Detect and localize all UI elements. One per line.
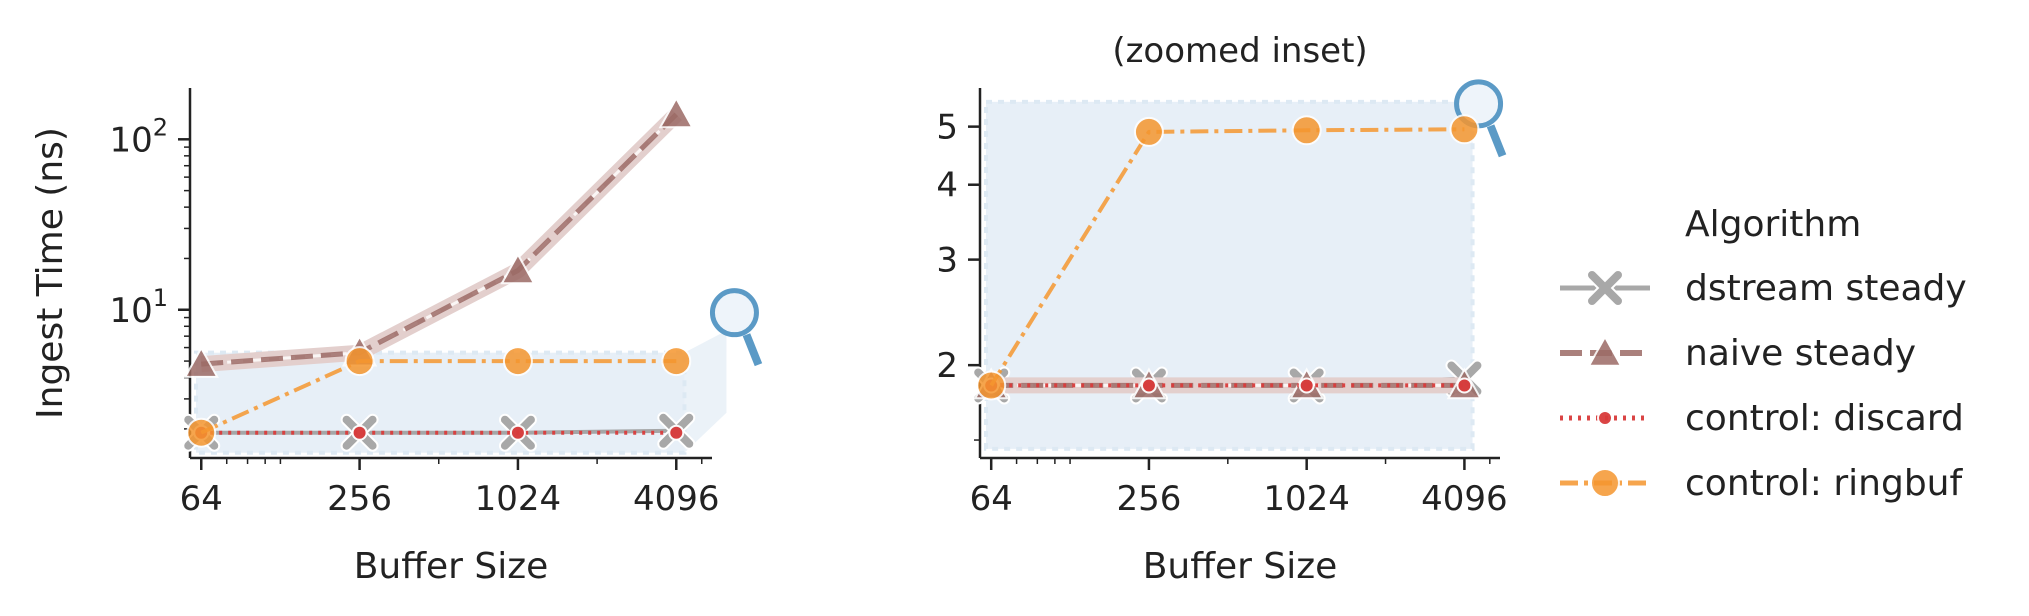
magnifier-handle <box>742 333 763 367</box>
legend-item: control: ringbuf <box>1560 463 1963 504</box>
magnifier-handle <box>1486 124 1507 158</box>
circle-marker <box>186 417 217 448</box>
legend-item: control: discard <box>1560 398 1964 439</box>
legend-label: naive steady <box>1685 333 1916 374</box>
series-naive-steady <box>183 96 694 378</box>
chart-title: (zoomed inset) <box>1112 31 1367 71</box>
x-marker-stroke <box>1588 271 1622 305</box>
series-line <box>989 127 1465 387</box>
legend-label: control: ringbuf <box>1685 463 1963 504</box>
zoom-connector <box>684 330 727 453</box>
x-tick-label: 1024 <box>1263 479 1350 519</box>
triangle-marker <box>658 96 694 129</box>
zoom-region <box>194 350 687 455</box>
magnifier-icon <box>1454 79 1507 158</box>
y-axis-label: Ingest Time (ns) <box>30 127 71 419</box>
y-tick-label: 5 <box>936 108 958 148</box>
triangle-marker <box>1587 334 1623 367</box>
legend-title: Algorithm <box>1685 204 1861 245</box>
y-tick-base: 10 <box>109 120 152 160</box>
legend-label: dstream steady <box>1685 268 1967 309</box>
y-tick-label: 102 <box>109 113 168 160</box>
y-tick-exp: 2 <box>153 113 168 141</box>
circle-marker <box>1133 116 1164 147</box>
circle-marker <box>1590 468 1620 498</box>
y-tick-label: 101 <box>109 284 168 331</box>
chart-panel-inset: 64 256 1024 4096 2 3 4 5 Buffer Size (zoomed inse… <box>936 31 1507 587</box>
y-tick-label: 2 <box>936 346 958 386</box>
x-axis-label: Buffer Size <box>1143 546 1338 587</box>
y-tick-label: 4 <box>936 166 958 206</box>
x-axis-label: Buffer Size <box>354 546 549 587</box>
circle-marker <box>502 346 533 377</box>
x-tick-label: 64 <box>180 479 223 519</box>
series-line <box>200 359 677 435</box>
circle-marker <box>661 346 692 377</box>
legend-item: dstream steady <box>1560 268 1967 309</box>
y-tick-base: 10 <box>109 291 152 331</box>
y-tick-exp: 1 <box>153 284 168 312</box>
legend-label: control: discard <box>1685 398 1964 439</box>
y-tick-label: 3 <box>936 241 958 281</box>
magnifier-lens <box>709 288 759 338</box>
x-tick-label: 256 <box>1116 479 1181 519</box>
magnifier-icon <box>709 288 763 367</box>
x-marker <box>1586 269 1624 307</box>
triangle-marker <box>183 346 219 378</box>
dot-marker <box>1597 410 1613 426</box>
legend: Algorithm dstream steady naive steady contr… <box>1560 204 1967 504</box>
series-control-ringbuf <box>186 346 692 448</box>
series-band <box>200 108 682 373</box>
x-tick-label: 4096 <box>633 479 720 519</box>
series-line <box>201 428 677 435</box>
dot-marker <box>509 424 526 441</box>
triangle-marker <box>500 252 536 285</box>
x-tick-label: 256 <box>327 479 392 519</box>
x-tick-label: 64 <box>970 479 1013 519</box>
x-tick-label: 1024 <box>475 479 562 519</box>
circle-marker <box>1291 115 1322 146</box>
circle-marker <box>344 346 375 377</box>
series-line <box>201 112 679 367</box>
dot-marker <box>351 424 368 441</box>
series-control-ringbuf <box>976 114 1480 401</box>
x-tick-label: 4096 <box>1421 479 1508 519</box>
dot-marker <box>1456 377 1473 394</box>
dot-marker <box>1140 377 1157 394</box>
dot-marker <box>668 424 685 441</box>
circle-marker <box>1449 114 1480 145</box>
legend-item: naive steady <box>1560 333 1916 374</box>
dot-marker <box>1298 377 1315 394</box>
circle-marker <box>976 370 1007 401</box>
series-line-highlight <box>201 113 678 366</box>
